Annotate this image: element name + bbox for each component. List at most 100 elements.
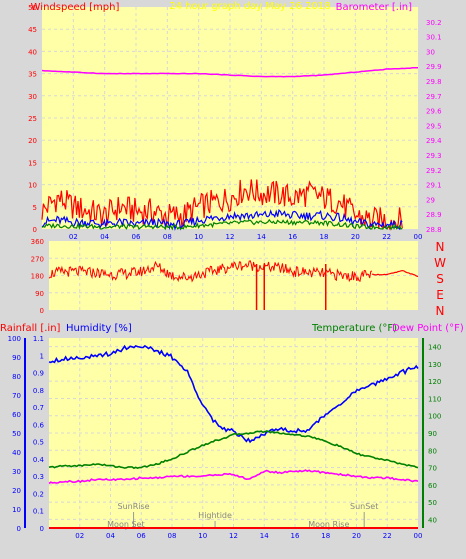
baro-tick-label: 29.7 — [426, 93, 442, 101]
direction-tick-label: 0 — [40, 307, 44, 315]
wind-series-speed — [41, 209, 403, 231]
temp-x-tick-label: 08 — [168, 532, 177, 540]
baro-tick-label: 29 — [426, 196, 435, 204]
temp-x-tick-label: 20 — [352, 532, 361, 540]
event-label: Moon Set — [107, 520, 144, 529]
compass-label: N — [436, 240, 445, 254]
wind-series-gust — [41, 179, 403, 231]
baro-tick-label: 29.2 — [426, 167, 442, 175]
event-label: Hightide — [198, 511, 232, 520]
temp-x-tick-label: 18 — [321, 532, 330, 540]
wind-left-tick-label: 30 — [28, 93, 37, 101]
rain-tick-label: 1 — [40, 352, 44, 360]
wind-left-tick-label: 10 — [28, 182, 37, 190]
wind-x-tick-label: 04 — [100, 233, 109, 241]
temperature-line — [48, 430, 419, 470]
wind-x-tick-label: 00 — [414, 233, 423, 241]
baro-tick-label: 30.2 — [426, 19, 442, 27]
temperature-tick-label: 90 — [428, 430, 437, 438]
humidity-axis-label: Humidity [%] — [66, 323, 132, 334]
compass-label: S — [436, 272, 444, 286]
temp-x-tick-label: 02 — [75, 532, 84, 540]
baro-tick-label: 29.5 — [426, 122, 442, 130]
baro-tick-label: 30 — [426, 48, 435, 56]
wind-left-tick-label: 0 — [33, 226, 37, 234]
humidity-tick-label: 30 — [12, 468, 21, 476]
wind-left-tick-label: 35 — [28, 71, 37, 79]
rain-tick-label: 0.4 — [33, 456, 45, 464]
temp-x-tick-label: 04 — [106, 532, 115, 540]
compass-label: N — [436, 304, 445, 318]
baro-tick-label: 30.1 — [426, 34, 442, 42]
direction-tick-label: 270 — [31, 255, 44, 263]
humidity-tick-label: 0 — [17, 525, 21, 533]
temperature-tick-label: 70 — [428, 465, 437, 473]
rain-tick-label: 0.3 — [33, 473, 44, 481]
temperature-tick-label: 50 — [428, 499, 437, 507]
temperature-tick-label: 110 — [428, 395, 441, 403]
baro-tick-label: 28.8 — [426, 226, 442, 234]
dewpoint-line — [48, 469, 419, 485]
temperature-tick-label: 80 — [428, 447, 437, 455]
rain-tick-label: 0.1 — [33, 508, 44, 516]
barometer-line — [41, 67, 418, 78]
rain-tick-label: 1.1 — [33, 335, 44, 343]
wind-x-tick-label: 22 — [382, 233, 391, 241]
wind-left-axis-label: Windspeed [mph] — [31, 2, 120, 13]
baro-tick-label: 29.3 — [426, 152, 442, 160]
rain-tick-label: 0.8 — [33, 387, 44, 395]
wind-x-tick-label: 06 — [132, 233, 141, 241]
wind-x-tick-label: 14 — [257, 233, 266, 241]
event-label: SunRise — [118, 502, 150, 511]
humidity-tick-label: 50 — [12, 430, 21, 438]
wind-x-tick-label: 08 — [163, 233, 172, 241]
wind-x-tick-label: 20 — [351, 233, 360, 241]
wind-x-tick-label: 16 — [288, 233, 297, 241]
humidity-tick-label: 90 — [12, 354, 21, 362]
wind-left-tick-label: 40 — [28, 48, 37, 56]
baro-tick-label: 29.4 — [426, 137, 442, 145]
temperature-tick-label: 100 — [428, 413, 441, 421]
compass-label: W — [434, 256, 446, 270]
temperature-tick-label: 120 — [428, 378, 441, 386]
temp-x-tick-label: 06 — [137, 532, 146, 540]
rain-tick-label: 0.2 — [33, 490, 44, 498]
event-label: Moon Rise — [308, 520, 349, 529]
humidity-tick-label: 100 — [8, 335, 21, 343]
humidity-tick-label: 70 — [12, 392, 21, 400]
wind-x-tick-label: 18 — [320, 233, 329, 241]
temp-x-tick-label: 16 — [291, 532, 300, 540]
temperature-tick-label: 140 — [428, 344, 441, 352]
event-label: SunSet — [350, 502, 378, 511]
humidity-tick-label: 60 — [12, 411, 21, 419]
direction-tick-label: 90 — [35, 290, 44, 298]
wind-series-avg — [41, 218, 403, 231]
temp-x-tick-label: 22 — [383, 532, 392, 540]
wind-x-tick-label: 10 — [194, 233, 203, 241]
baro-tick-label: 28.9 — [426, 211, 442, 219]
humidity-tick-label: 20 — [12, 487, 21, 495]
baro-tick-label: 29.6 — [426, 108, 442, 116]
rain-tick-label: 0.9 — [33, 370, 44, 378]
compass-label: E — [436, 288, 444, 302]
wind-x-tick-label: 02 — [69, 233, 78, 241]
baro-tick-label: 29.8 — [426, 78, 442, 86]
temperature-tick-label: 60 — [428, 482, 437, 490]
humidity-tick-label: 40 — [12, 449, 21, 457]
rain-tick-label: 0 — [40, 525, 44, 533]
rain-tick-label: 0.7 — [33, 404, 44, 412]
temp-x-tick-label: 14 — [260, 532, 269, 540]
rainfall-axis-label: Rainfall [.in] — [0, 323, 61, 334]
wind-left-tick-label: 5 — [33, 204, 37, 212]
temperature-tick-label: 130 — [428, 361, 441, 369]
temp-x-tick-label: 00 — [414, 532, 423, 540]
dewpoint-axis-label: Dew Point (°F) — [392, 323, 464, 334]
temp-x-tick-label: 10 — [198, 532, 207, 540]
humidity-tick-label: 80 — [12, 373, 21, 381]
baro-tick-label: 29.9 — [426, 63, 442, 71]
direction-tick-label: 180 — [31, 273, 44, 281]
wind-chart-title: 24 hour graph day May 26 2018 — [169, 1, 330, 12]
wind-left-tick-label: 15 — [28, 159, 37, 167]
